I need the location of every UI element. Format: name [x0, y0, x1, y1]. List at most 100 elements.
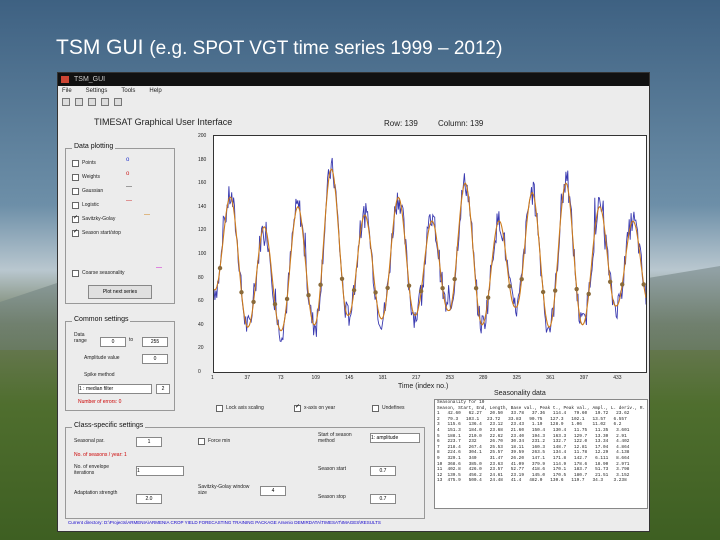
lock-axis-checkbox[interactable] [216, 405, 223, 412]
start-method-label: Start of season method [318, 432, 352, 444]
seasonal-par-input[interactable]: 1 [136, 437, 162, 447]
y-tick-label: 100 [198, 251, 207, 257]
season-marker [553, 288, 558, 293]
logistic-label: Logistic [82, 202, 99, 208]
undefines-checkbox[interactable] [372, 405, 379, 412]
x-tick-label: 181 [378, 375, 387, 381]
savitzky-golay-legend-mark: — [144, 212, 150, 218]
column-label: Column: 139 [438, 119, 484, 128]
season-marker [251, 299, 256, 305]
menu-file[interactable]: File [62, 88, 72, 94]
gaussian-label: Gaussian [82, 188, 104, 194]
x-axis-year-checkbox[interactable] [294, 403, 301, 412]
x-tick-label: 289 [479, 375, 488, 381]
season-start-label: Season start [318, 466, 347, 472]
season-marker [574, 286, 579, 292]
seasonality-table[interactable]: Seasonality for 10 Season, Start, End, L… [434, 399, 648, 509]
lock-axis-label: Lock axis scaling [226, 405, 264, 411]
season-start-input[interactable]: 0.7 [370, 466, 396, 476]
class-settings-panel: Class-specific settings Seasonal par. 1 … [65, 422, 425, 519]
logistic-checkbox[interactable] [72, 202, 79, 209]
rotate-icon[interactable] [101, 97, 109, 106]
slide-title: TSM GUI (e.g. SPOT VGT time series 1999 … [56, 36, 502, 60]
season-marker [385, 285, 390, 291]
season-marker [373, 290, 378, 295]
amplitude-input[interactable]: 0 [142, 354, 168, 364]
force-min-label: Force min [208, 438, 231, 444]
season-marker [540, 289, 546, 295]
range-to-label: to [129, 337, 134, 343]
data-plotting-panel: Data plotting Points o Weights o Gaussia… [65, 143, 175, 304]
start-method-select[interactable]: 1: amplitude [370, 433, 420, 443]
time-series-chart [213, 157, 647, 343]
menu-settings[interactable]: Settings [85, 88, 108, 94]
season-stop-input[interactable]: 0.7 [370, 494, 396, 504]
season-start-stop-checkbox[interactable] [72, 228, 79, 237]
zoom-in-icon[interactable] [62, 97, 70, 106]
season-marker [485, 295, 491, 300]
seasonality-row: 6 223.7 232 26.70 30.34 231.2 132.7 122.… [437, 439, 630, 445]
menu-tools[interactable]: Tools [121, 88, 136, 94]
spike-method-select[interactable]: 1 : median filter [78, 384, 152, 394]
seasonality-data-label: Seasonality data [494, 390, 546, 397]
menu-help[interactable]: Help [149, 88, 162, 94]
coarse-legend-mark: — [156, 265, 162, 271]
seasonality-row: 7 218.4 267.4 25.53 18.11 160.3 148.7 12… [437, 444, 630, 450]
weights-checkbox[interactable] [72, 174, 79, 181]
envelope-iterations-select[interactable]: 1 [136, 466, 184, 476]
seasonality-row: 4 151.3 184.0 23.68 21.60 150.4 130.4 11… [437, 427, 630, 433]
pan-icon[interactable] [88, 97, 96, 106]
gaussian-checkbox[interactable] [72, 188, 79, 195]
season-marker [473, 285, 479, 291]
y-tick-label: 160 [198, 180, 207, 187]
sg-window-input[interactable]: 4 [260, 486, 286, 496]
y-tick-label: 60 [198, 298, 204, 305]
data-range-label: Data range [74, 332, 87, 344]
time-series-plot[interactable]: 0 20 40 60 80 100 120 140 160 180 200 1 37 73 109 145 18… [198, 133, 647, 381]
force-min-checkbox[interactable] [198, 438, 205, 445]
seasonality-row: 5 188.1 210.0 22.62 23.40 194.3 163.3 12… [437, 433, 627, 439]
y-tick-label: 40 [198, 321, 204, 328]
season-marker [339, 276, 345, 281]
num-seasons-label: No. of seasons / year: 1 [74, 452, 127, 458]
coarse-seasonality-checkbox[interactable] [72, 270, 79, 277]
zoom-out-icon[interactable] [75, 97, 83, 106]
data-cursor-icon[interactable] [114, 97, 122, 106]
row-label: Row: 139 [384, 119, 418, 128]
points-legend-mark: o [126, 157, 130, 163]
weights-legend-mark: o [126, 171, 130, 177]
season-stop-label: Season stop [318, 494, 346, 500]
window-title: TSM_GUI [74, 76, 106, 83]
points-checkbox[interactable] [72, 160, 79, 167]
x-tick-label: 37 [244, 375, 251, 381]
savitzky-golay-checkbox[interactable] [72, 214, 79, 223]
logistic-legend-mark: — [126, 198, 132, 204]
window-titlebar: TSM_GUI [58, 73, 649, 86]
envelope-iterations-label: No. of envelope iterations [74, 464, 110, 476]
range-from-input[interactable]: 0 [100, 337, 126, 347]
adaptation-strength-input[interactable]: 2.0 [136, 494, 162, 504]
slide-title-main: TSM GUI [56, 36, 144, 59]
seasonality-row: 12 139.5 456.2 24.61 23.19 145.0 170.5 1… [437, 472, 630, 478]
y-tick-label: 20 [198, 345, 204, 352]
x-tick-label: 325 [512, 375, 521, 381]
seasonality-rows: 1 42.60 62.27 20.50 33.78 37.36 114.4 79… [435, 411, 647, 484]
season-marker [406, 283, 412, 288]
y-tick-label: 80 [198, 274, 204, 281]
plot-next-series-button[interactable]: Plot next series [88, 285, 152, 299]
season-marker [418, 288, 424, 294]
range-to-input[interactable]: 255 [142, 337, 168, 347]
x-tick-label: 145 [345, 375, 354, 381]
season-marker [586, 291, 591, 297]
x-tick-label: 1 [211, 375, 214, 381]
season-marker [607, 279, 613, 285]
spike-num-input[interactable]: 2 [156, 384, 170, 394]
y-tick-label: 140 [198, 203, 207, 210]
seasonality-row: 1 42.60 62.27 20.50 33.78 37.36 114.4 79… [437, 411, 630, 417]
season-marker [318, 282, 323, 288]
matlab-icon [61, 76, 69, 83]
sg-window-label: Savitzky-Golay window size [198, 484, 250, 496]
season-marker [641, 282, 646, 287]
class-settings-title: Class-specific settings [72, 422, 146, 429]
season-marker [284, 296, 290, 302]
